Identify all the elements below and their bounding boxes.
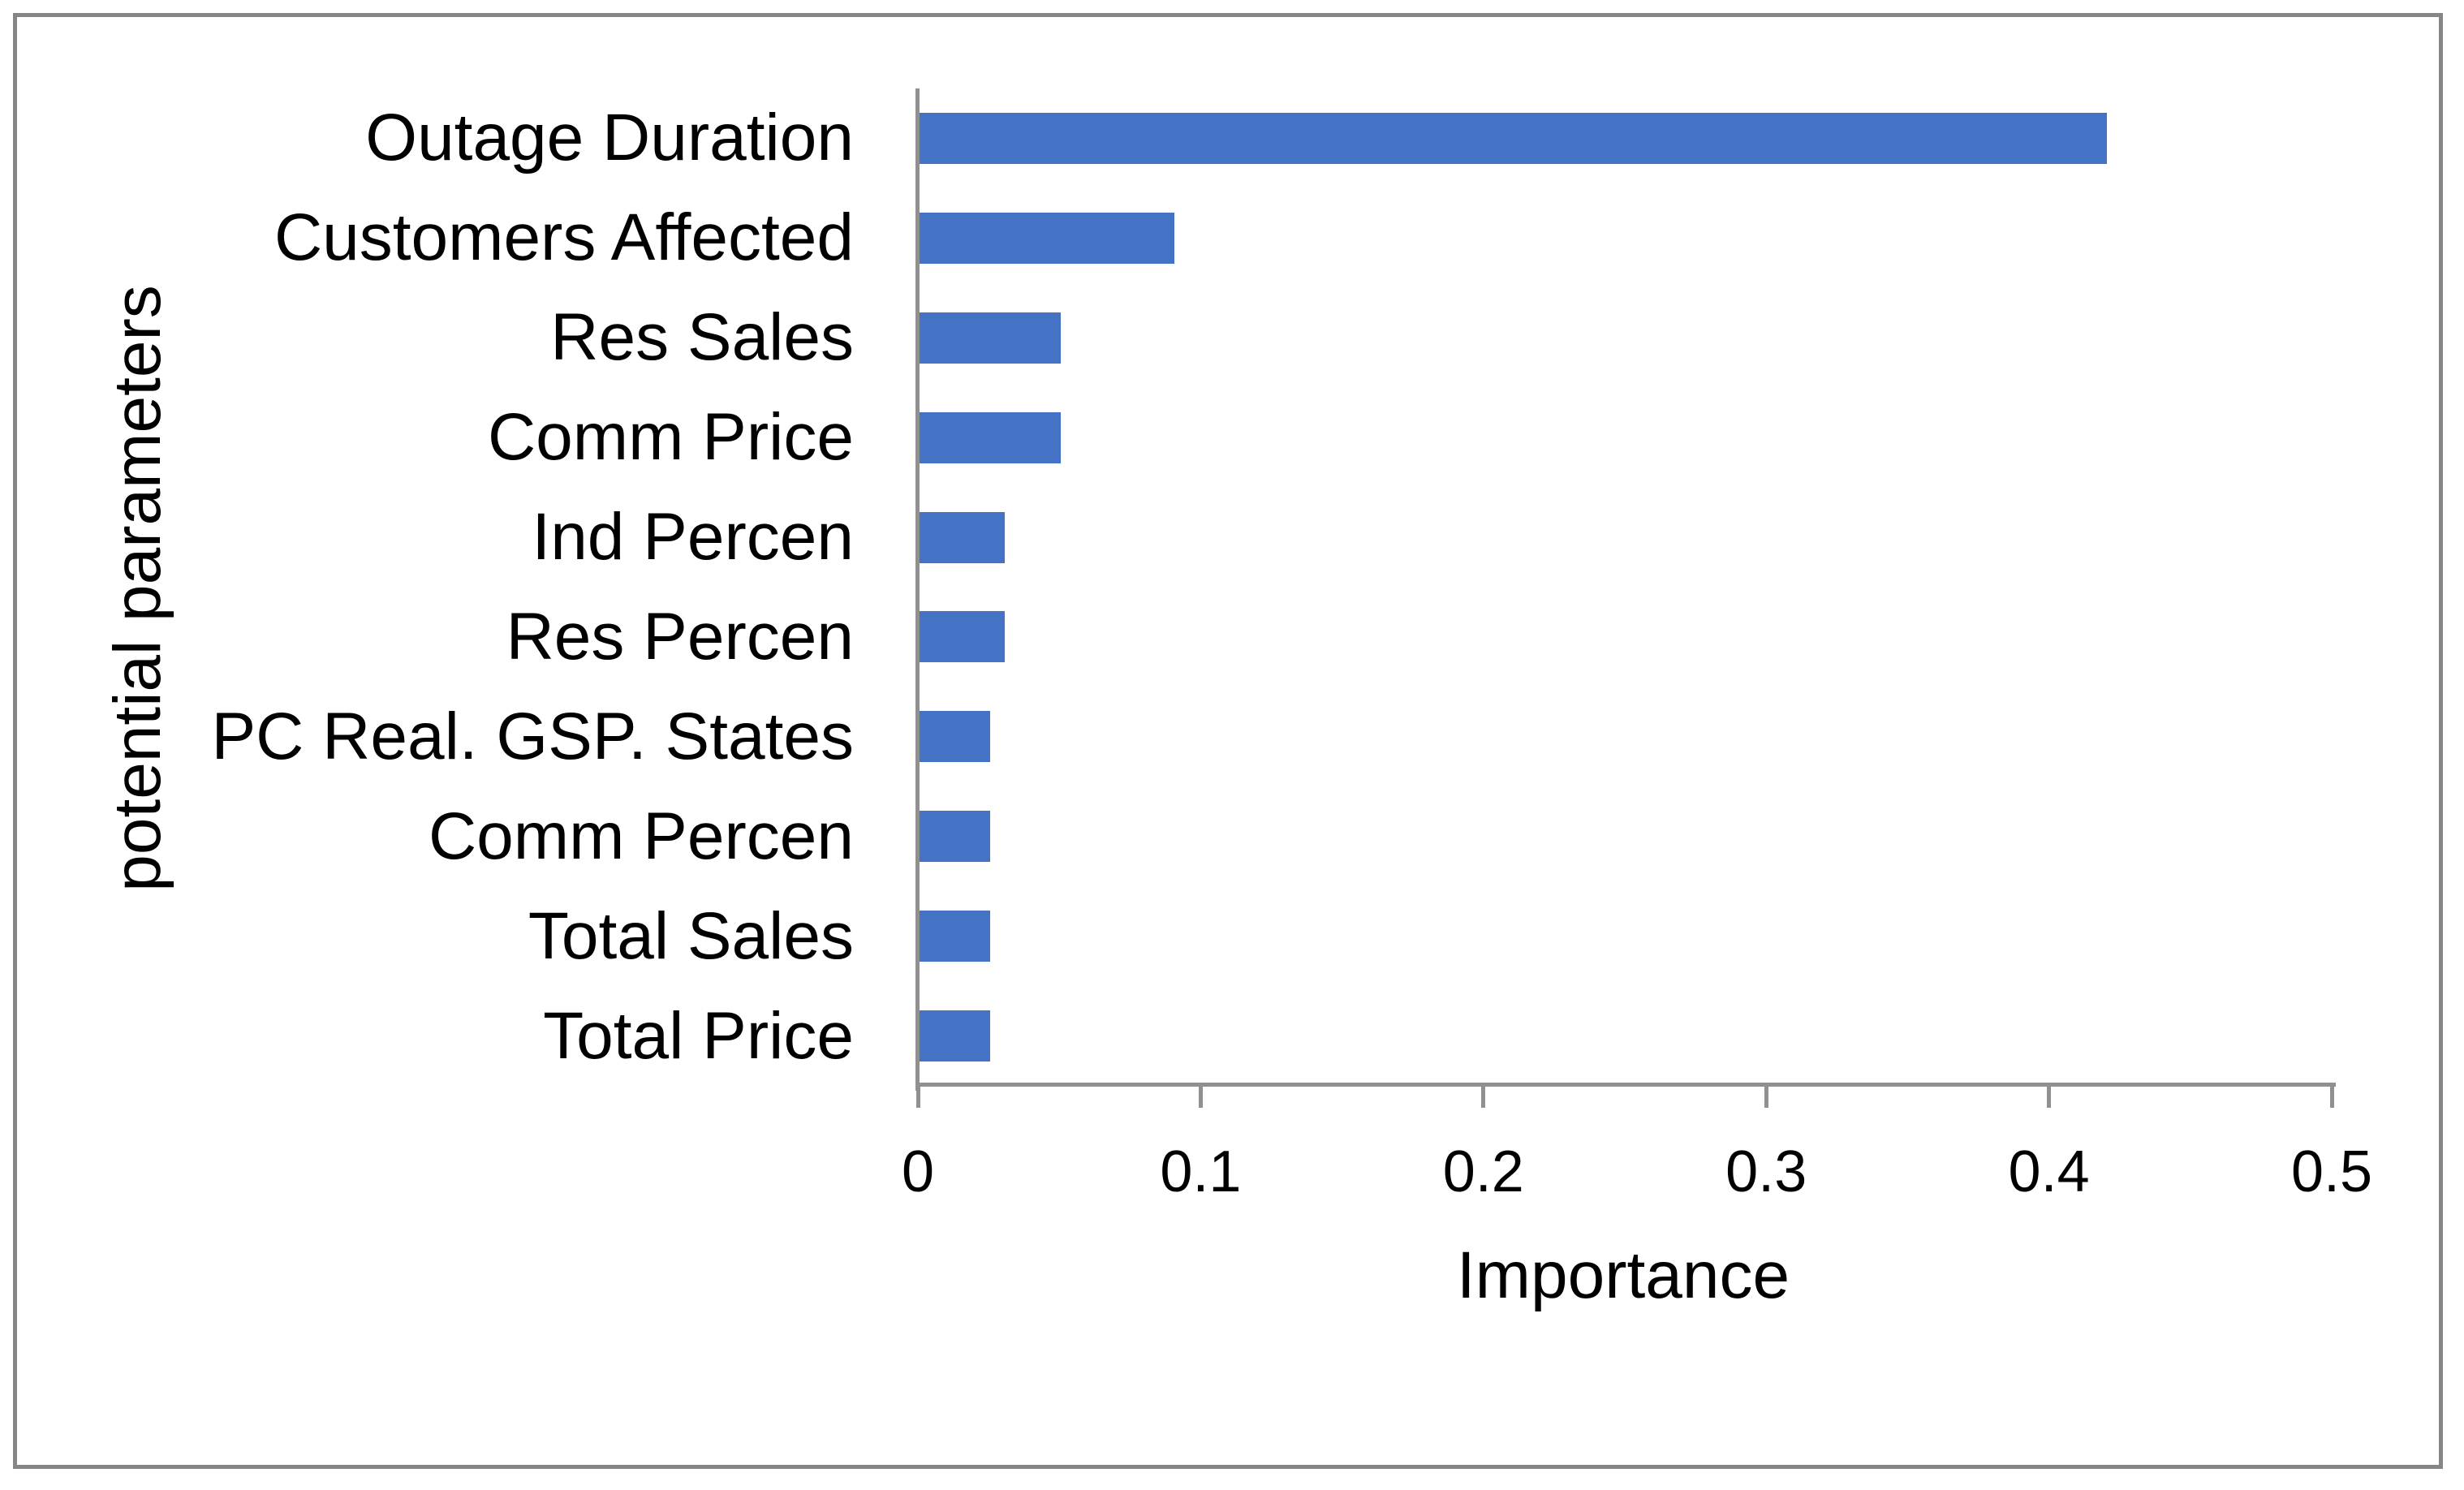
x-axis-tick-label: 0.2 [1442,1139,1524,1204]
x-axis-tick [2047,1087,2052,1108]
y-axis-line [915,88,920,1091]
category-label: Comm Price [487,400,854,475]
x-axis-title: Importance [1456,1238,1790,1312]
category-label: Total Price [543,998,854,1073]
category-label: Comm Percen [428,799,854,873]
category-label: Total Sales [528,898,854,973]
y-axis-category-labels: Outage Duration Customers Affected Res Sal… [0,88,854,1086]
bar [920,112,2107,164]
category-label: Outage Duration [365,101,854,175]
x-axis-tick-label: 0 [901,1139,935,1204]
x-axis-line [915,1083,2336,1087]
category-label: Res Sales [550,300,854,375]
bar [920,1010,990,1062]
category-label: Customers Affected [274,200,854,275]
bar [920,312,1061,364]
category-label: PC Real. GSP. States [211,699,854,773]
x-axis-tick [1198,1087,1203,1108]
bar [920,611,1005,663]
x-axis-tick-label: 0.4 [2008,1139,2090,1204]
chart-border [13,13,2443,1469]
bar [920,711,990,763]
x-axis-tick [2329,1087,2334,1108]
category-label: Ind Percen [532,500,854,575]
bar [920,811,990,863]
x-axis-tick-label: 0.5 [2290,1139,2373,1204]
x-axis-tick-label: 0.1 [1160,1139,1242,1204]
category-label: Res Percen [506,599,854,674]
bar [920,511,1005,563]
x-axis-tick [915,1087,920,1108]
x-axis-tick-label: 0.3 [1725,1139,1807,1204]
x-axis-tick [1481,1087,1486,1108]
bar [920,411,1061,463]
x-axis-tick [1764,1087,1768,1108]
bar [920,212,1174,264]
bar [920,911,990,962]
